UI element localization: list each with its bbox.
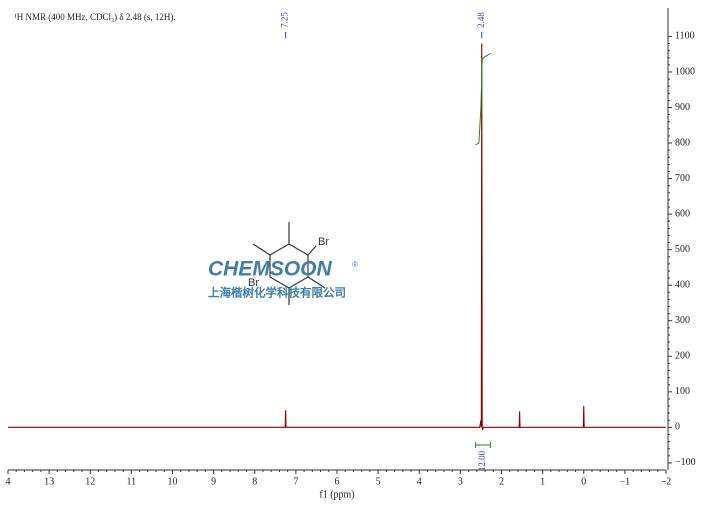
x-tick-label: 1 <box>540 476 545 487</box>
x-tick-label: 4 <box>417 476 422 487</box>
x-tick-label: 8 <box>252 476 257 487</box>
x-tick-label: 6 <box>335 476 340 487</box>
integral-curve <box>475 53 491 146</box>
brand: CHEMSOON <box>208 258 333 281</box>
bond <box>288 243 309 256</box>
y-tick-label: 400 <box>675 279 690 290</box>
x-tick-label: 9 <box>211 476 216 487</box>
x-tick-label: 11 <box>127 476 137 487</box>
y-tick-label: 600 <box>675 208 690 219</box>
chart-title: ¹H NMR (400 MHz, CDCl₃) δ 2.48 (s, 12H). <box>14 12 176 22</box>
bond <box>288 276 309 289</box>
molecule <box>252 222 326 305</box>
x-tick-label: 5 <box>376 476 381 487</box>
atom-label: Br <box>248 277 259 289</box>
bond <box>269 243 290 256</box>
bond <box>307 276 326 289</box>
watermark: Br Br CHEMSOON ® 上海楷树化学科技有限公司 <box>208 222 358 305</box>
y-tick-label: 0 <box>675 422 680 433</box>
x-tick-label: −1 <box>620 476 631 487</box>
atom-label: Br <box>318 236 329 248</box>
x-tick-label: 2 <box>499 476 504 487</box>
y-tick-label: 300 <box>675 315 690 326</box>
y-tick-label: 1000 <box>675 66 695 77</box>
x-tick-label: 0 <box>581 476 586 487</box>
y-tick-label: 900 <box>675 102 690 113</box>
y-tick-label: 100 <box>675 386 690 397</box>
y-tick-label: 200 <box>675 351 690 362</box>
y-tick-label: 800 <box>675 137 690 148</box>
x-tick-label: 4 <box>6 476 11 487</box>
x-tick-label: 13 <box>44 476 54 487</box>
company-name: 上海楷树化学科技有限公司 <box>208 286 346 300</box>
y-tick-label: 700 <box>675 173 690 184</box>
x-axis-label: f1 (ppm) <box>319 489 354 500</box>
bond <box>269 276 290 289</box>
peak-label: 7.25 <box>280 12 290 28</box>
bond <box>307 245 317 256</box>
y-tick-label: 500 <box>675 244 690 255</box>
y-tick-label: −100 <box>675 457 696 468</box>
x-tick-label: 7 <box>293 476 298 487</box>
x-tick-label: 12 <box>85 476 95 487</box>
spectrum-line <box>8 43 666 431</box>
x-tick-label: −2 <box>661 476 672 487</box>
integral-label: 12.00 <box>477 450 487 471</box>
registered-mark: ® <box>352 260 358 269</box>
y-tick-label: 1100 <box>675 31 695 42</box>
x-tick-label: 3 <box>458 476 463 487</box>
x-tick-label: 10 <box>168 476 178 487</box>
peak-label: 2.48 <box>476 12 486 28</box>
bond <box>252 243 271 256</box>
